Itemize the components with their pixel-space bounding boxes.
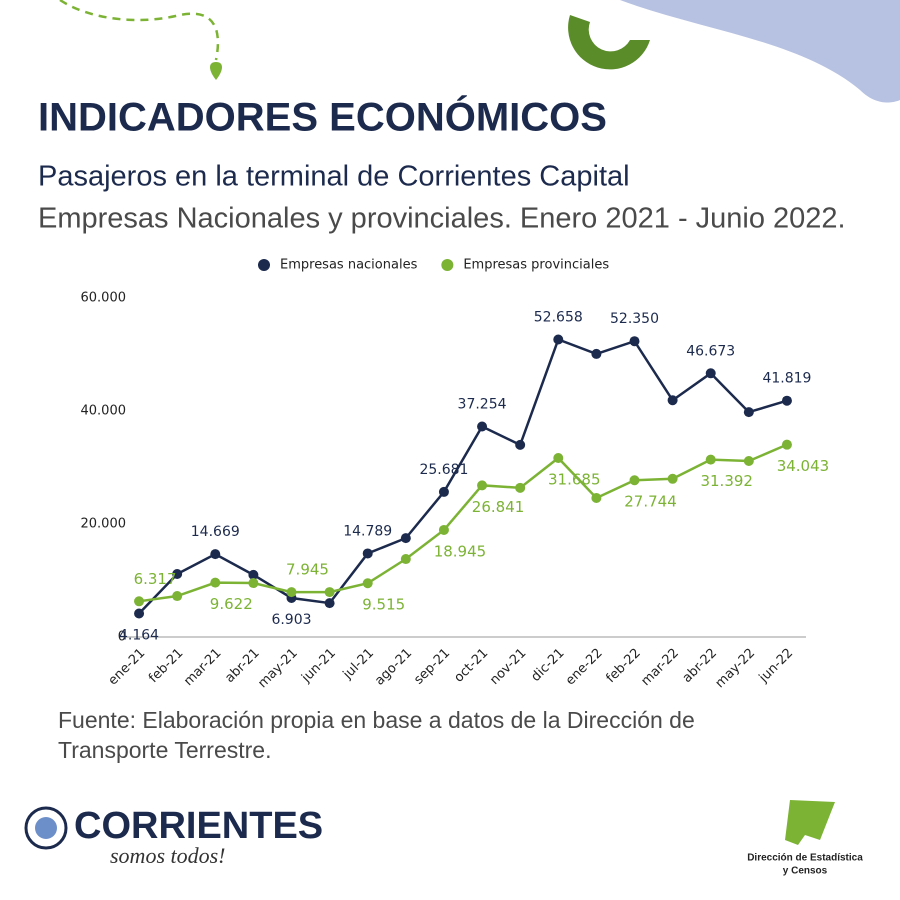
x-tick-label: oct-21 xyxy=(451,646,491,686)
x-tick-label: sep-21 xyxy=(411,646,453,688)
x-tick-label: feb-22 xyxy=(603,646,643,686)
data-label: 18.945 xyxy=(434,542,487,560)
data-point xyxy=(781,395,792,406)
data-point xyxy=(553,334,564,345)
source: Fuente: Elaboración propia en base a dat… xyxy=(58,707,695,733)
legend-label: Empresas nacionales xyxy=(280,258,418,273)
data-label: 14.789 xyxy=(343,523,392,539)
data-point xyxy=(248,569,259,580)
office-name: Dirección de Estadística xyxy=(747,853,863,864)
data-point xyxy=(629,336,640,347)
series-line xyxy=(138,337,788,615)
office-logo xyxy=(785,800,835,845)
data-label: 26.841 xyxy=(472,498,525,516)
legend-label: Empresas provinciales xyxy=(463,258,609,273)
x-tick-label: ago-21 xyxy=(372,646,415,689)
subtitle: Empresas Nacionales y provinciales. Ener… xyxy=(38,203,846,235)
data-label: 46.673 xyxy=(686,343,735,359)
legend-marker xyxy=(441,259,454,271)
data-point xyxy=(629,475,640,486)
title: INDICADORES ECONÓMICOS xyxy=(38,94,607,140)
decor-arc xyxy=(568,15,650,70)
data-label: 31.392 xyxy=(700,472,753,490)
logo-slogan: somos todos! xyxy=(110,843,226,868)
source: Transporte Terrestre. xyxy=(58,737,271,763)
data-point xyxy=(438,486,449,497)
data-point xyxy=(705,454,716,465)
data-label: 14.669 xyxy=(191,524,240,540)
legend-marker xyxy=(258,259,270,271)
data-point xyxy=(591,348,602,359)
data-point xyxy=(400,533,411,544)
x-tick-label: mar-22 xyxy=(639,646,682,689)
data-point xyxy=(248,578,259,589)
data-point xyxy=(134,608,145,619)
x-tick-label: mar-21 xyxy=(181,646,224,689)
data-point xyxy=(477,480,488,491)
y-tick-label: 20.000 xyxy=(81,517,127,532)
logo-text: CORRIENTES xyxy=(74,805,323,847)
decor-pin xyxy=(210,62,222,80)
data-label: 4.164 xyxy=(119,627,159,643)
data-point xyxy=(743,407,754,418)
data-point xyxy=(591,493,602,504)
subtitle: Pasajeros en la terminal de Corrientes C… xyxy=(38,161,630,193)
x-tick-label: dic-21 xyxy=(529,646,568,685)
data-point xyxy=(781,439,792,450)
data-point xyxy=(286,587,297,598)
office-name: y Censos xyxy=(783,866,828,877)
x-tick-label: nov-21 xyxy=(487,646,529,688)
data-point xyxy=(172,591,183,602)
data-label: 52.350 xyxy=(610,311,659,327)
data-label: 41.819 xyxy=(762,371,811,387)
data-label: 6.903 xyxy=(271,612,311,628)
data-point xyxy=(667,473,678,484)
data-label: 52.658 xyxy=(534,309,583,325)
data-point xyxy=(172,569,183,580)
x-tick-label: ene-21 xyxy=(106,646,149,689)
data-label: 34.043 xyxy=(777,457,830,475)
data-label: 37.254 xyxy=(458,397,507,413)
data-point xyxy=(400,554,411,565)
data-point xyxy=(324,598,335,609)
x-tick-label: jul-21 xyxy=(340,646,377,683)
data-label: 9.515 xyxy=(362,596,405,614)
x-tick-label: feb-21 xyxy=(146,646,186,686)
data-point xyxy=(743,456,754,467)
data-point xyxy=(553,452,564,463)
x-tick-label: jun-21 xyxy=(298,646,339,687)
data-point xyxy=(705,368,716,379)
data-point xyxy=(362,548,373,559)
data-label: 9.622 xyxy=(210,595,253,613)
x-tick-label: may-22 xyxy=(713,646,758,691)
x-tick-label: jun-22 xyxy=(756,646,797,687)
data-label: 31.685 xyxy=(548,470,601,488)
data-point xyxy=(515,482,526,493)
x-tick-label: ene-22 xyxy=(563,646,606,689)
data-point xyxy=(324,587,335,598)
data-point xyxy=(515,439,526,450)
data-point xyxy=(362,578,373,589)
decor-dashed-path xyxy=(59,0,220,61)
data-point xyxy=(210,577,221,588)
data-point xyxy=(477,421,488,432)
data-label: 6.317 xyxy=(134,570,177,588)
data-label: 27.744 xyxy=(624,493,677,511)
data-point xyxy=(667,395,678,406)
data-point xyxy=(210,549,221,560)
series-line xyxy=(138,443,788,603)
data-label: 25.681 xyxy=(419,462,468,478)
decor-blob xyxy=(620,0,900,103)
data-point xyxy=(438,524,449,535)
data-label: 7.945 xyxy=(286,561,329,579)
y-tick-label: 60.000 xyxy=(81,291,127,306)
y-tick-label: 40.000 xyxy=(81,404,127,419)
x-tick-label: may-21 xyxy=(255,646,300,691)
logo-seal xyxy=(35,817,57,839)
data-point xyxy=(134,596,145,607)
